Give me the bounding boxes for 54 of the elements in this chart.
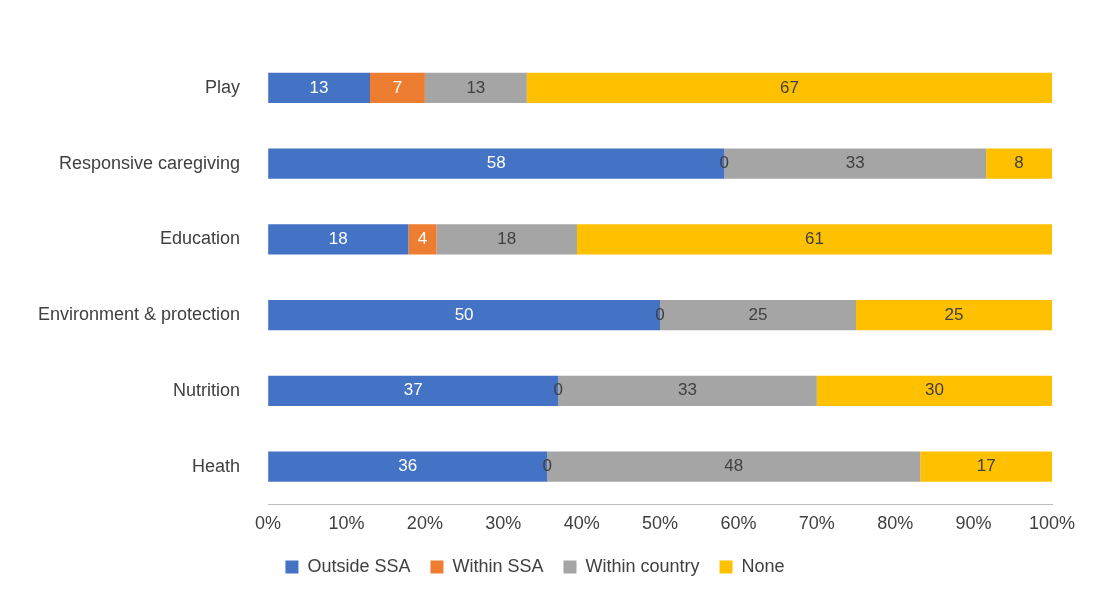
- data-label: 7: [392, 77, 403, 97]
- y-tick-label: Play: [205, 76, 241, 97]
- data-label: 58: [486, 153, 506, 173]
- bar: [268, 224, 409, 255]
- y-tick-label: Heath: [192, 455, 241, 476]
- data-label: 17: [976, 456, 996, 476]
- bar: [920, 451, 1052, 482]
- data-label: 30: [924, 380, 944, 400]
- annotation: 0: [655, 304, 665, 324]
- data-label: 18: [497, 229, 517, 249]
- y-tick-label: Nutrition: [173, 379, 241, 400]
- data-label: 25: [944, 304, 964, 324]
- y-tick-label: Environment & protection: [38, 304, 241, 325]
- bar: [408, 224, 437, 255]
- bar: [424, 72, 527, 104]
- x-tick-label: 100%: [1028, 513, 1076, 534]
- data-label: 25: [748, 304, 768, 324]
- data-label: 36: [398, 456, 418, 476]
- legend-label: Outside SSA: [307, 555, 411, 576]
- bar: [268, 72, 371, 104]
- y-tick-label: Responsive caregiving: [59, 152, 241, 173]
- data-label: 33: [678, 380, 697, 400]
- x-tick-label: 50%: [642, 513, 679, 534]
- data-label: 4: [417, 229, 428, 249]
- data-label: 13: [466, 77, 486, 97]
- x-tick-label: 40%: [563, 513, 600, 534]
- x-tick-label: 90%: [955, 513, 992, 534]
- data-label: 48: [724, 456, 744, 476]
- x-tick-label: 0%: [255, 513, 282, 534]
- x-tick-label: 70%: [798, 513, 835, 534]
- legend-label: Within country: [585, 555, 700, 576]
- x-tick-label: 10%: [328, 513, 365, 534]
- x-tick-label: 80%: [877, 513, 914, 534]
- data-label: 33: [845, 153, 865, 173]
- bar: [576, 224, 1052, 255]
- y-tick-label: Education: [160, 228, 241, 249]
- data-label: 13: [309, 77, 329, 97]
- bar: [370, 72, 425, 104]
- bar: [986, 148, 1052, 179]
- bar: [816, 375, 1052, 406]
- bar: [526, 72, 1052, 104]
- legend-label: None: [741, 555, 785, 576]
- bar: [856, 299, 1052, 331]
- bar: [436, 224, 577, 255]
- data-label: 37: [403, 380, 423, 400]
- legend-label: Within SSA: [452, 555, 544, 576]
- x-tick-label: 20%: [406, 513, 443, 534]
- x-tick-label: 60%: [720, 513, 757, 534]
- data-label: 61: [805, 229, 824, 249]
- data-label: 18: [328, 229, 348, 249]
- x-tick-label: 30%: [485, 513, 522, 534]
- data-label: 67: [779, 77, 799, 97]
- data-label: 8: [1014, 153, 1024, 173]
- data-label: 50: [454, 304, 474, 324]
